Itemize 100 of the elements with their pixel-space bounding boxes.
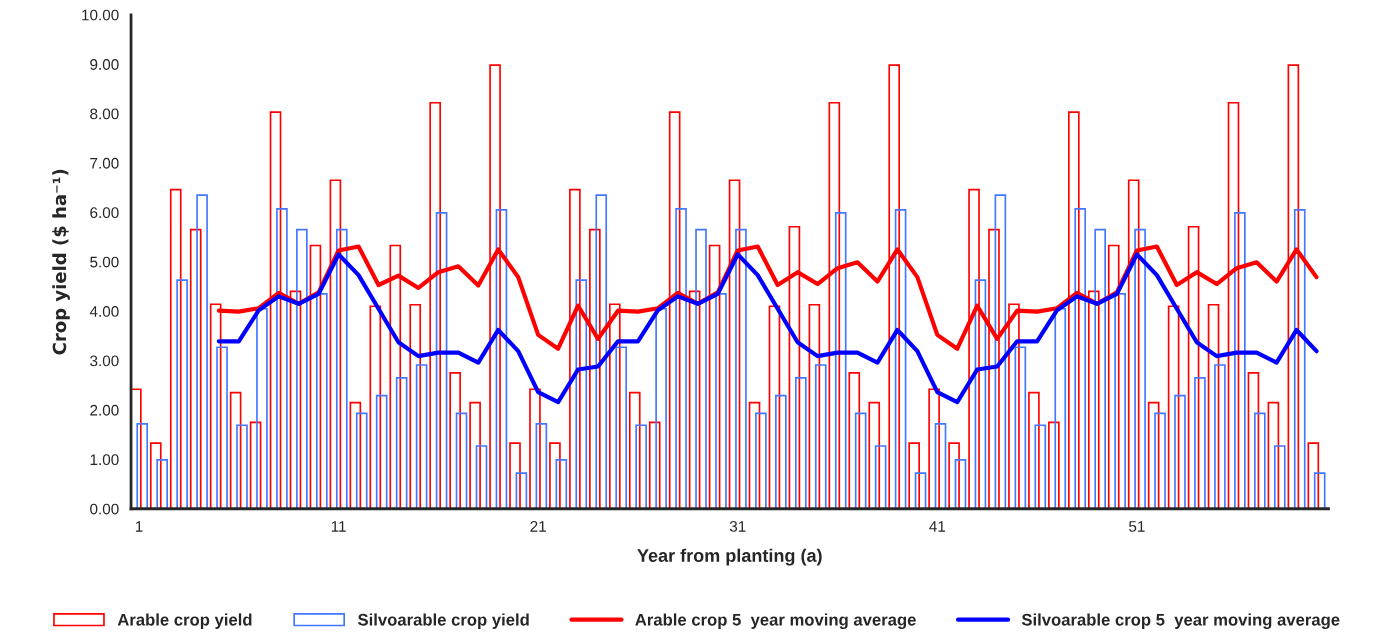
bar <box>409 303 422 509</box>
bar <box>1313 472 1326 509</box>
bar <box>515 472 528 509</box>
bar <box>395 377 408 509</box>
bar <box>1014 346 1027 509</box>
x-tick-label: 51 <box>1129 521 1145 532</box>
line-series <box>216 252 1319 405</box>
bar <box>435 212 448 509</box>
bar <box>535 422 548 509</box>
bar <box>1254 412 1266 509</box>
bar <box>908 442 920 509</box>
bar <box>355 412 368 509</box>
bar <box>549 442 561 509</box>
legend-label: Silvoarable crop yield <box>358 613 529 629</box>
bar <box>276 208 288 509</box>
bar <box>369 305 382 509</box>
bar <box>256 307 268 509</box>
bar <box>655 307 667 509</box>
bar <box>868 401 881 509</box>
bar <box>316 293 328 509</box>
bar <box>695 228 707 509</box>
bar <box>189 228 202 509</box>
bar <box>1094 228 1106 509</box>
bar <box>648 421 661 509</box>
bar <box>974 279 987 509</box>
bar <box>1074 208 1087 509</box>
bar <box>136 422 149 509</box>
x-axis-title: Year from planting (a) <box>637 548 822 566</box>
bar <box>415 364 428 509</box>
bar <box>934 422 947 509</box>
bar <box>1054 307 1067 509</box>
bar <box>1247 372 1260 509</box>
bar <box>814 364 827 509</box>
bar <box>635 424 647 509</box>
bar <box>748 401 761 509</box>
bar <box>1147 401 1160 509</box>
legend-label: Silvoarable crop 5 year moving average <box>1021 613 1340 629</box>
bar <box>495 209 508 509</box>
y-tick-label: 0.00 <box>90 503 119 515</box>
bar <box>455 412 468 509</box>
bar <box>735 228 747 509</box>
y-tick-label: 7.00 <box>90 157 119 169</box>
bar <box>1307 442 1320 509</box>
bar <box>216 346 228 509</box>
bar <box>1194 377 1206 509</box>
bar <box>948 442 960 509</box>
bar <box>335 228 348 509</box>
y-tick-label: 4.00 <box>89 306 119 317</box>
bar <box>475 445 488 509</box>
bar <box>1273 445 1286 509</box>
bar <box>249 421 262 509</box>
bar <box>176 279 188 509</box>
bar <box>874 445 887 509</box>
bar <box>595 194 608 509</box>
bar <box>375 394 388 509</box>
y-tick-label: 3.00 <box>90 355 119 367</box>
bar <box>131 388 142 509</box>
bar <box>509 442 521 509</box>
bar <box>768 305 781 509</box>
bar <box>928 388 940 509</box>
bar <box>834 212 847 509</box>
y-tick-label: 5.00 <box>90 256 119 268</box>
bar <box>1174 394 1186 509</box>
bar <box>1114 293 1126 509</box>
y-tick-label: 2.00 <box>90 404 119 416</box>
bar <box>296 228 308 509</box>
bar <box>149 442 162 509</box>
bar <box>156 459 168 509</box>
bar <box>196 194 208 509</box>
x-tick-label: 11 <box>331 521 346 532</box>
legend-label: Arable crop 5 year moving average <box>635 613 916 629</box>
bar <box>1028 391 1040 509</box>
bar <box>755 412 767 509</box>
bar <box>575 279 588 509</box>
bar <box>854 412 867 509</box>
bar <box>914 472 927 509</box>
y-tick-label: 1.00 <box>90 454 119 466</box>
bar <box>229 391 242 509</box>
y-tick-label: 10.00 <box>82 9 119 21</box>
bar <box>615 346 628 509</box>
bar <box>994 194 1007 509</box>
bar <box>349 401 362 509</box>
bar <box>1134 228 1146 509</box>
bar <box>469 401 481 509</box>
bar <box>555 459 568 509</box>
bar <box>1234 212 1246 509</box>
bar <box>1034 424 1047 509</box>
bar <box>1154 412 1166 509</box>
bar <box>1293 209 1306 509</box>
bar <box>1048 421 1060 509</box>
y-axis-title: Crop yield ($ ha⁻¹) <box>52 169 70 355</box>
y-tick-label: 9.00 <box>90 59 119 70</box>
y-tick-label: 8.00 <box>90 108 119 120</box>
bar <box>1267 401 1280 509</box>
x-tick-label: 41 <box>929 521 946 532</box>
bar <box>529 388 541 509</box>
y-tick-label: 6.00 <box>90 207 119 219</box>
bar <box>775 394 787 509</box>
bar <box>675 208 687 509</box>
bar <box>1167 305 1180 509</box>
